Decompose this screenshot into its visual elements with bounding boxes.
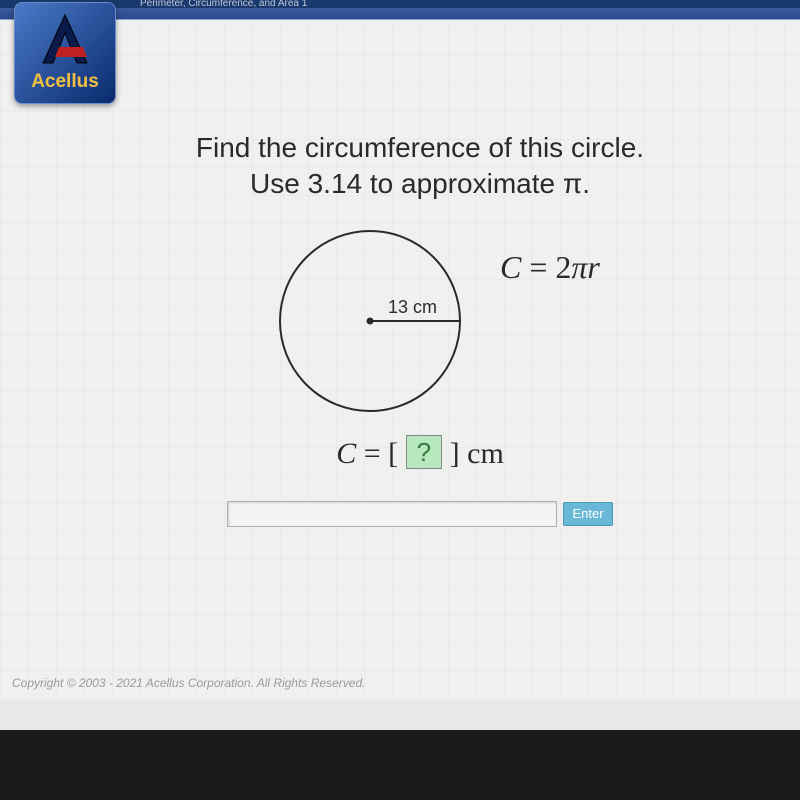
formula: C = 2πr [500, 249, 600, 286]
answer-unit: cm [467, 437, 504, 470]
logo-a-icon [35, 13, 95, 69]
breadcrumb: Perimeter, Circumference, and Area 1 [140, 0, 307, 8]
app-screen: Perimeter, Circumference, and Area 1 Fin… [0, 0, 800, 730]
breadcrumb-bar: Perimeter, Circumference, and Area 1 [0, 0, 800, 8]
circle-diagram: 13 cm [270, 221, 470, 421]
enter-button[interactable]: Enter [563, 502, 612, 526]
answer-placeholder-box[interactable]: ? [406, 435, 442, 469]
formula-pi: π [571, 249, 587, 285]
header-strip [0, 8, 800, 20]
radius-label: 13 cm [388, 297, 437, 317]
answer-eq-open: = [ [364, 437, 406, 470]
formula-C: C [500, 249, 521, 285]
formula-2: 2 [555, 249, 571, 285]
logo-label: Acellus [31, 71, 99, 93]
formula-r: r [587, 249, 599, 285]
answer-close: ] [442, 437, 467, 470]
problem-panel: Find the circumference of this circle. U… [130, 130, 710, 527]
copyright: Copyright © 2003 - 2021 Acellus Corporat… [12, 676, 365, 690]
answer-input[interactable] [227, 501, 557, 527]
content-area: Find the circumference of this circle. U… [0, 20, 800, 700]
answer-C: C [336, 437, 356, 470]
logo-glyph [35, 13, 95, 69]
input-row: Enter [130, 501, 710, 527]
formula-eq: = [521, 249, 555, 285]
diagram-row: 13 cm C = 2πr [130, 221, 710, 421]
prompt-line-1: Find the circumference of this circle. [130, 130, 710, 166]
center-dot [367, 317, 374, 324]
acellus-logo[interactable]: Acellus [14, 2, 116, 104]
prompt-line-2: Use 3.14 to approximate π. [130, 166, 710, 202]
answer-expression: C = [ ? ] cm [130, 435, 710, 471]
